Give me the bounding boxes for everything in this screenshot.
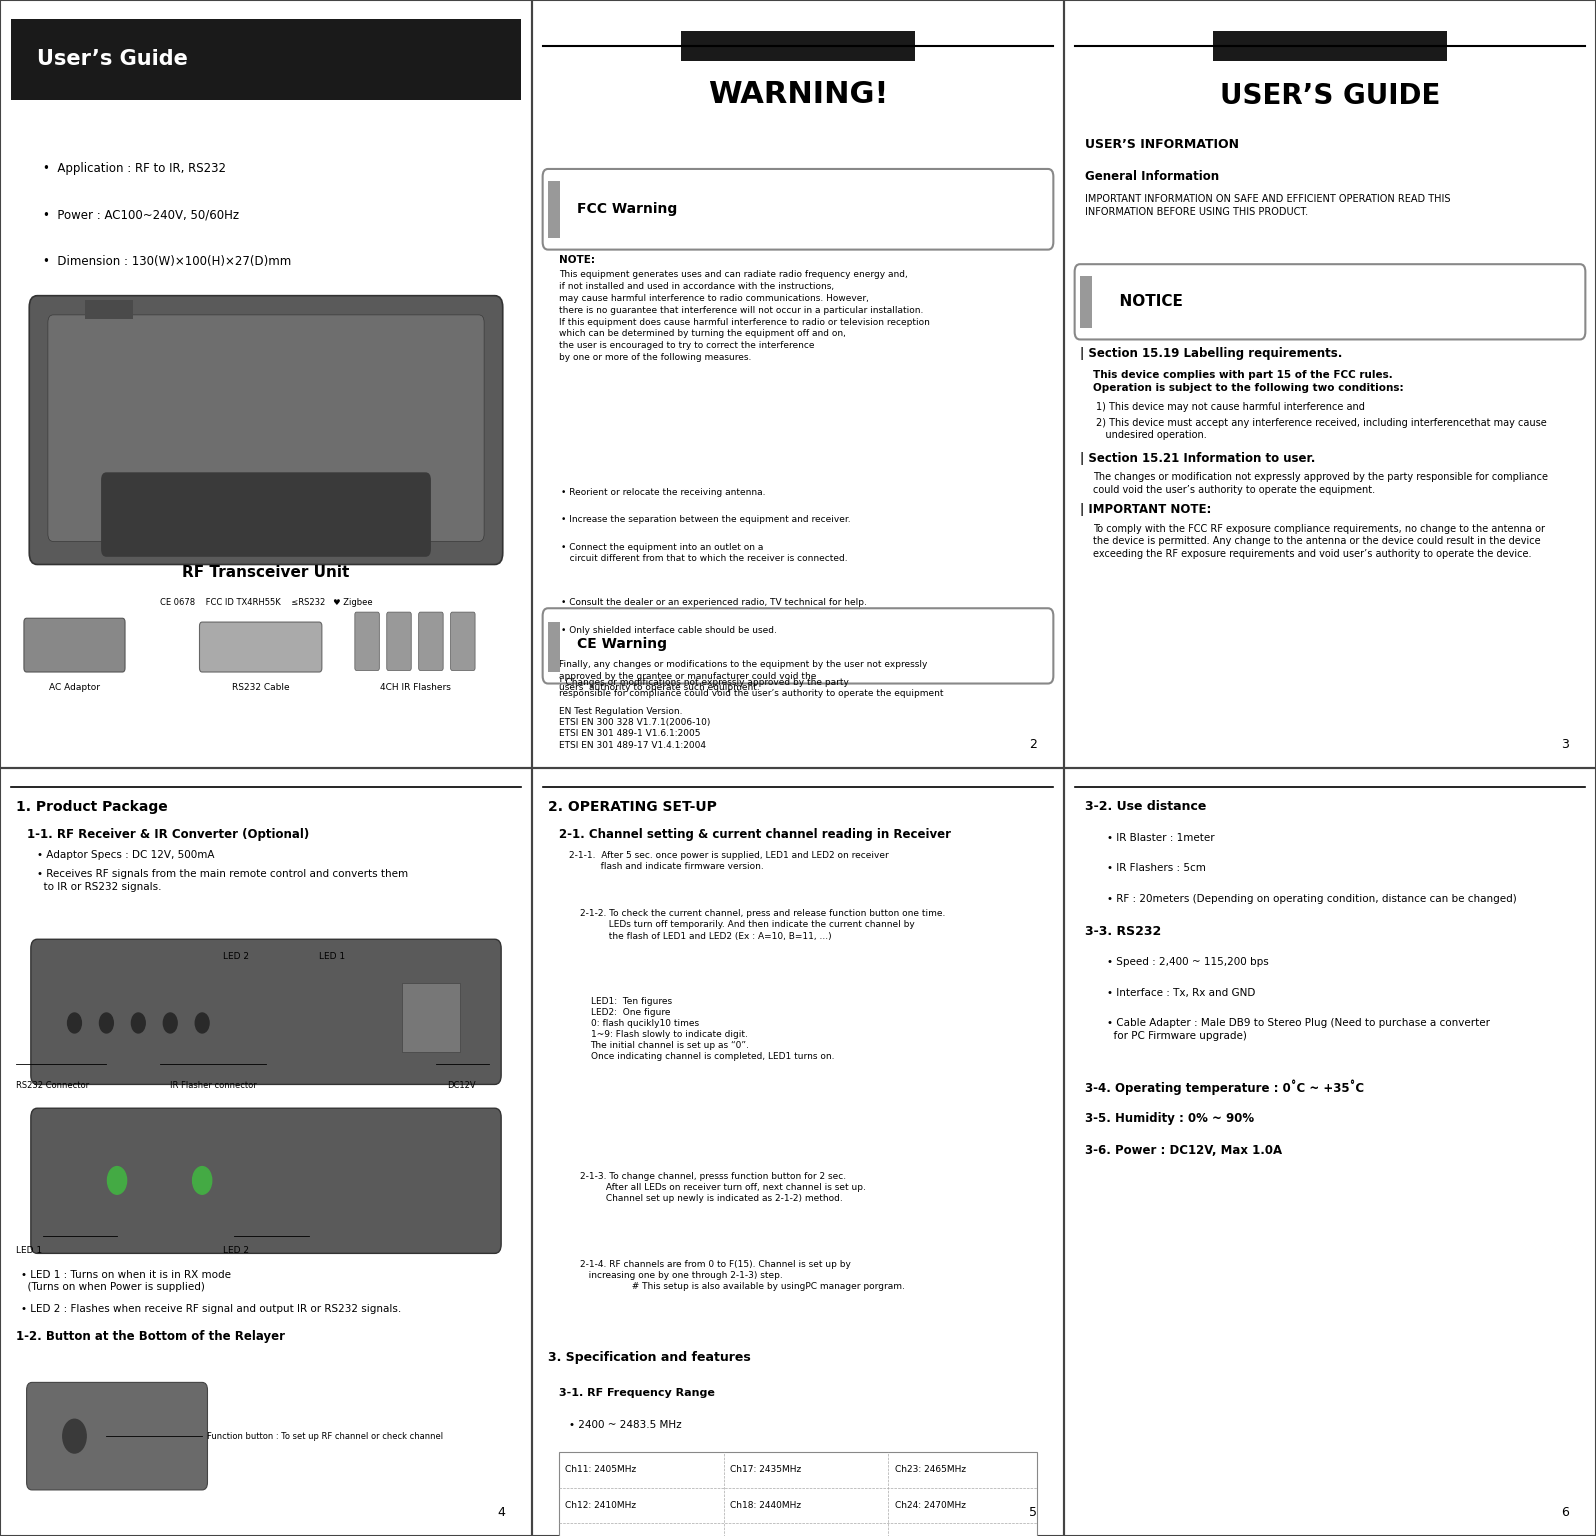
Text: IR Flasher connector: IR Flasher connector (171, 1081, 257, 1089)
Text: 1-2. Button at the Bottom of the Relayer: 1-2. Button at the Bottom of the Relayer (16, 1330, 286, 1342)
Text: 4: 4 (498, 1507, 506, 1519)
Text: 1. Product Package: 1. Product Package (16, 800, 168, 814)
Text: 2-1-2. To check the current channel, press and release function button one time.: 2-1-2. To check the current channel, pre… (579, 909, 945, 940)
Text: CE 0678    FCC ID TX4RH55K    ≤RS232   ♥ Zigbee: CE 0678 FCC ID TX4RH55K ≤RS232 ♥ Zigbee (160, 599, 372, 607)
Text: • 2400 ~ 2483.5 MHz: • 2400 ~ 2483.5 MHz (570, 1419, 681, 1430)
Text: RS232 Cable: RS232 Cable (231, 684, 289, 691)
Circle shape (67, 1014, 81, 1032)
Text: 2-1-3. To change channel, presss function button for 2 sec.
         After all L: 2-1-3. To change channel, presss functio… (579, 1172, 865, 1203)
Text: • RF : 20meters (Depending on operating condition, distance can be changed): • RF : 20meters (Depending on operating … (1106, 894, 1516, 905)
Text: LED1:  Ten figures
LED2:  One figure
0: flash qucikly10 times
1~9: Flash slowly : LED1: Ten figures LED2: One figure 0: fl… (591, 997, 835, 1061)
Text: The changes or modification not expressly approved by the party responsible for : The changes or modification not expressl… (1093, 473, 1548, 495)
FancyBboxPatch shape (1213, 31, 1448, 61)
Text: Ch23: 2465MHz: Ch23: 2465MHz (895, 1465, 966, 1475)
FancyBboxPatch shape (354, 613, 380, 670)
Text: WARNING!: WARNING! (707, 80, 889, 109)
FancyBboxPatch shape (386, 613, 412, 670)
Text: | Section 15.21 Information to user.: | Section 15.21 Information to user. (1080, 452, 1315, 464)
FancyBboxPatch shape (1080, 276, 1092, 329)
Text: • Reorient or relocate the receiving antenna.: • Reorient or relocate the receiving ant… (562, 488, 766, 496)
Text: 1) This device may not cause harmful interference and: 1) This device may not cause harmful int… (1096, 402, 1365, 413)
FancyBboxPatch shape (531, 768, 1065, 1536)
FancyBboxPatch shape (547, 181, 560, 238)
Text: EN Test Regulation Version.
ETSI EN 300 328 V1.7.1(2006-10)
ETSI EN 301 489-1 V1: EN Test Regulation Version. ETSI EN 300 … (559, 707, 710, 750)
Text: DC12V: DC12V (447, 1081, 476, 1089)
Text: 3-4. Operating temperature : 0˚C ~ +35˚C: 3-4. Operating temperature : 0˚C ~ +35˚C (1085, 1080, 1365, 1095)
Text: Ch11: 2405MHz: Ch11: 2405MHz (565, 1465, 637, 1475)
Text: Ch24: 2470MHz: Ch24: 2470MHz (895, 1501, 966, 1510)
FancyBboxPatch shape (531, 0, 1065, 768)
FancyBboxPatch shape (1065, 768, 1596, 1536)
Text: IMPORTANT INFORMATION ON SAFE AND EFFICIENT OPERATION READ THIS
INFORMATION BEFO: IMPORTANT INFORMATION ON SAFE AND EFFICI… (1085, 194, 1451, 217)
FancyBboxPatch shape (543, 169, 1053, 249)
FancyBboxPatch shape (30, 940, 501, 1084)
Text: 3-5. Humidity : 0% ~ 90%: 3-5. Humidity : 0% ~ 90% (1085, 1112, 1254, 1124)
Text: 2. OPERATING SET-UP: 2. OPERATING SET-UP (547, 800, 717, 814)
FancyBboxPatch shape (200, 622, 322, 673)
FancyBboxPatch shape (29, 296, 503, 565)
Text: | IMPORTANT NOTE:: | IMPORTANT NOTE: (1080, 504, 1211, 516)
Text: Ch18: 2440MHz: Ch18: 2440MHz (729, 1501, 801, 1510)
Circle shape (163, 1014, 177, 1032)
Text: AC Adaptor: AC Adaptor (49, 684, 101, 691)
Text: • IR Flashers : 5cm: • IR Flashers : 5cm (1106, 863, 1205, 874)
Text: LED 2: LED 2 (223, 1246, 249, 1255)
FancyBboxPatch shape (48, 315, 484, 542)
Text: ! Changes or modifications not expressly approved by the party
responsible for c: ! Changes or modifications not expressly… (559, 679, 943, 699)
FancyBboxPatch shape (450, 613, 476, 670)
FancyBboxPatch shape (402, 983, 460, 1052)
Text: 3-3. RS232: 3-3. RS232 (1085, 925, 1162, 937)
Circle shape (107, 1167, 126, 1195)
Text: Finally, any changes or modifications to the equipment by the user not expressly: Finally, any changes or modifications to… (559, 660, 927, 693)
Text: LED 1: LED 1 (16, 1246, 41, 1255)
Text: NOTE:: NOTE: (559, 255, 595, 266)
FancyBboxPatch shape (11, 20, 522, 100)
Text: •  Dimension : 130(W)×100(H)×27(D)mm: • Dimension : 130(W)×100(H)×27(D)mm (43, 255, 290, 267)
Text: • LED 1 : Turns on when it is in RX mode
  (Turns on when Power is supplied): • LED 1 : Turns on when it is in RX mode… (21, 1269, 231, 1292)
Text: 3-2. Use distance: 3-2. Use distance (1085, 800, 1207, 813)
Text: • IR Blaster : 1meter: • IR Blaster : 1meter (1106, 833, 1215, 843)
Text: • Receives RF signals from the main remote control and converts them
  to IR or : • Receives RF signals from the main remo… (37, 869, 409, 892)
Text: 3-1. RF Frequency Range: 3-1. RF Frequency Range (559, 1389, 715, 1398)
Text: This device complies with part 15 of the FCC rules.
Operation is subject to the : This device complies with part 15 of the… (1093, 370, 1404, 393)
Text: 3. Specification and features: 3. Specification and features (547, 1352, 750, 1364)
FancyBboxPatch shape (0, 0, 531, 768)
Text: LED 1: LED 1 (319, 952, 345, 960)
FancyBboxPatch shape (30, 1109, 501, 1253)
Text: • LED 2 : Flashes when receive RF signal and output IR or RS232 signals.: • LED 2 : Flashes when receive RF signal… (21, 1304, 402, 1315)
FancyBboxPatch shape (27, 1382, 207, 1490)
FancyBboxPatch shape (543, 608, 1053, 684)
Circle shape (62, 1419, 86, 1453)
Text: NOTICE: NOTICE (1109, 295, 1183, 309)
Text: | Section 15.19 Labelling requirements.: | Section 15.19 Labelling requirements. (1080, 347, 1342, 359)
Text: 2: 2 (1029, 739, 1037, 751)
Text: 2-1-4. RF channels are from 0 to F(15). Channel is set up by
   increasing one b: 2-1-4. RF channels are from 0 to F(15). … (579, 1260, 905, 1290)
Text: • Adaptor Specs : DC 12V, 500mA: • Adaptor Specs : DC 12V, 500mA (37, 851, 215, 860)
FancyBboxPatch shape (101, 473, 431, 558)
Text: 2) This device must accept any interference received, including interferencethat: 2) This device must accept any interfere… (1096, 418, 1547, 441)
FancyBboxPatch shape (1065, 0, 1596, 768)
Text: 5: 5 (1029, 1507, 1037, 1519)
Circle shape (195, 1014, 209, 1032)
Text: • Only shielded interface cable should be used.: • Only shielded interface cable should b… (562, 627, 777, 634)
Text: General Information: General Information (1085, 170, 1219, 183)
Circle shape (99, 1014, 113, 1032)
FancyBboxPatch shape (24, 619, 124, 673)
Text: FCC Warning: FCC Warning (578, 201, 677, 217)
Text: LED 2: LED 2 (223, 952, 249, 960)
Text: 3: 3 (1561, 739, 1569, 751)
Text: 6: 6 (1561, 1507, 1569, 1519)
Text: 4CH IR Flashers: 4CH IR Flashers (380, 684, 450, 691)
Text: Ch17: 2435MHz: Ch17: 2435MHz (729, 1465, 801, 1475)
FancyBboxPatch shape (1074, 264, 1585, 339)
Text: 2-1. Channel setting & current channel reading in Receiver: 2-1. Channel setting & current channel r… (559, 828, 951, 840)
Text: RS232 Connector: RS232 Connector (16, 1081, 89, 1089)
Text: User’s Guide: User’s Guide (37, 49, 188, 69)
Text: USER’S INFORMATION: USER’S INFORMATION (1085, 138, 1238, 151)
FancyBboxPatch shape (681, 31, 915, 61)
Text: 2-1-1.  After 5 sec. once power is supplied, LED1 and LED2 on receiver
         : 2-1-1. After 5 sec. once power is suppli… (570, 851, 889, 871)
FancyBboxPatch shape (418, 613, 444, 670)
FancyBboxPatch shape (559, 1453, 1037, 1536)
Text: 1-1. RF Receiver & IR Converter (Optional): 1-1. RF Receiver & IR Converter (Optiona… (27, 828, 310, 840)
Text: • Speed : 2,400 ~ 115,200 bps: • Speed : 2,400 ~ 115,200 bps (1106, 957, 1269, 968)
